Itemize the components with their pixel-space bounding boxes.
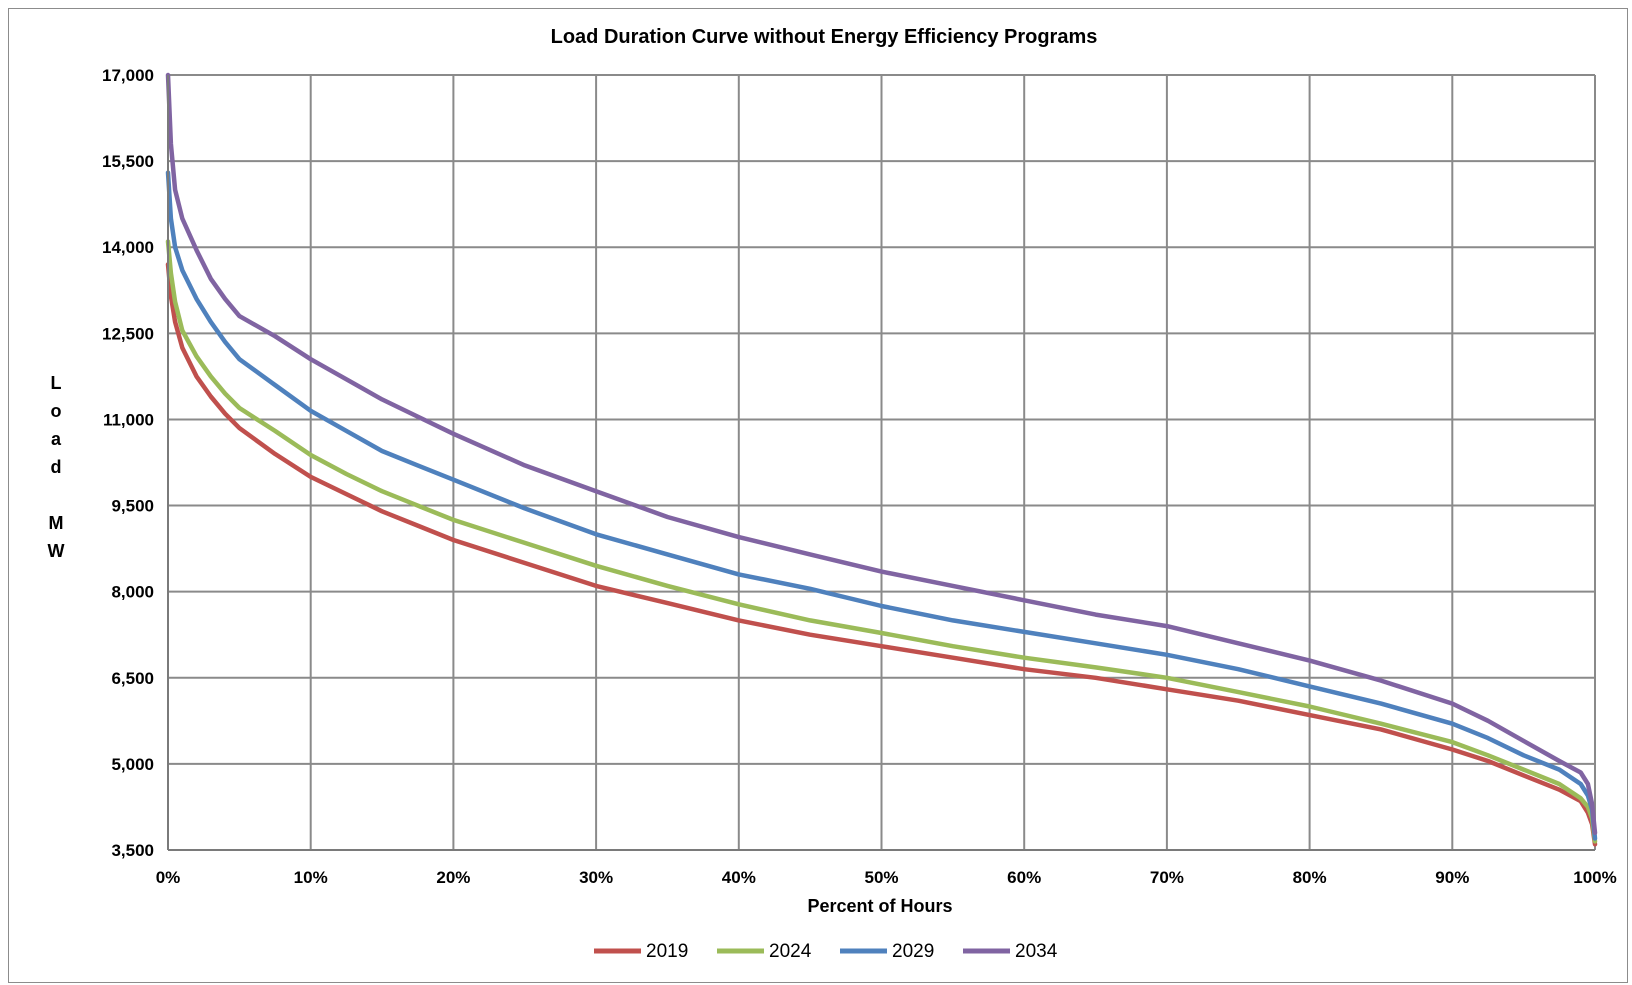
legend-label-2024: 2024 [769,941,812,962]
x-tick-label: 30% [579,868,613,887]
x-tick-label: 50% [864,868,898,887]
y-axis-title-char: a [51,429,62,449]
axes [167,75,1595,851]
y-tick-label: 12,500 [102,324,154,343]
x-axis-title: Percent of Hours [807,896,952,916]
legend-label-2034: 2034 [1015,941,1058,962]
x-tick-label: 70% [1150,868,1184,887]
grid [167,74,1596,851]
y-tick-labels: 3,500 5,000 6,500 8,000 9,500 11,000 12,500 14,… [102,66,154,860]
legend-label-2029: 2029 [892,941,934,962]
y-axis-title-char: L [51,373,62,393]
x-tick-label: 10% [294,868,328,887]
y-tick-label: 5,000 [111,755,154,774]
series-line-2019 [165,262,1598,847]
x-tick-label: 100% [1573,868,1616,887]
chart-frame [8,8,1628,983]
x-tick-label: 0% [156,868,181,887]
y-tick-label: 11,000 [103,410,154,429]
y-axis-title-char: d [51,457,62,477]
series-line-2029 [165,170,1598,841]
x-tick-label: 90% [1435,868,1469,887]
y-tick-label: 14,000 [102,238,154,257]
x-tick-label: 80% [1293,868,1327,887]
series-line-2024 [165,239,1598,844]
y-tick-label: 17,000 [102,66,154,85]
x-tick-label: 40% [722,868,756,887]
series-line-2034 [165,72,1598,836]
y-axis-title: Load MW [48,373,65,561]
x-tick-label: 20% [436,868,470,887]
series-lines [165,72,1598,847]
y-axis-title-char: W [48,541,65,561]
chart-title: Load Duration Curve without Energy Effic… [551,26,1098,48]
legend-label-2019: 2019 [646,941,688,962]
y-axis-title-char: o [51,401,62,421]
y-axis-title-char: M [49,513,64,533]
y-tick-label: 9,500 [111,497,154,516]
y-tick-label: 6,500 [111,669,154,688]
x-tick-labels: 0% 10% 20% 30% 40% 50% 60% 70% 80% 90% 100% [156,868,1617,887]
y-tick-label: 15,500 [102,152,154,171]
x-tick-label: 60% [1007,868,1041,887]
legend: 2019 2024 2029 2034 [594,941,1058,962]
y-tick-label: 3,500 [111,841,154,860]
y-tick-label: 8,000 [111,583,154,602]
